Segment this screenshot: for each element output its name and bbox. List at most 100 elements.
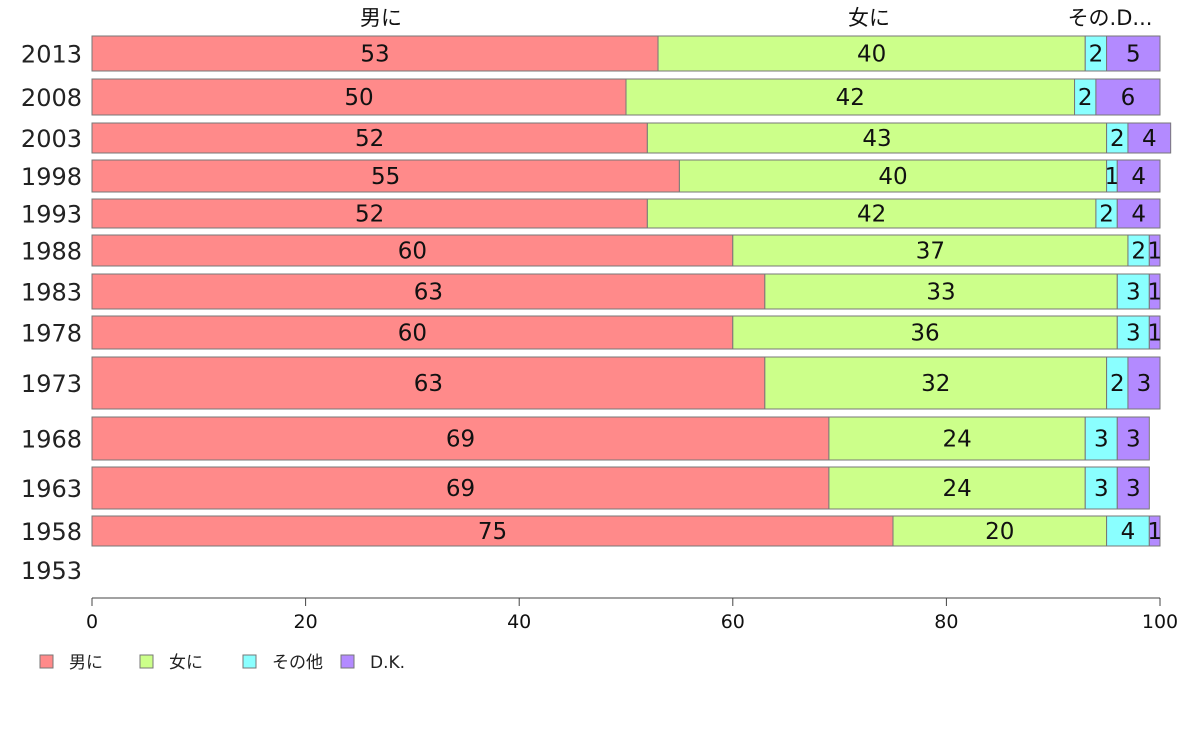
bar-segment: [91, 198, 648, 229]
bar-segment: [1116, 273, 1150, 310]
data-label: 52: [355, 202, 384, 228]
data-label: 63: [414, 371, 443, 397]
bar-segment: [1116, 466, 1150, 510]
bar-segment: [91, 273, 766, 310]
category-label: 1963: [21, 475, 82, 503]
data-label: 1: [1147, 280, 1162, 306]
data-label: 40: [878, 164, 907, 190]
category-label: 1958: [21, 518, 82, 546]
bar-segment: [91, 122, 648, 154]
bar-segment: [678, 159, 1108, 193]
bars: 53 40 2 550 42 2 652 43 2 455 40 1 452 42 2 460 37 2 163 33…: [91, 35, 1172, 547]
x-tick-label: 0: [86, 611, 98, 633]
category-label: 1998: [21, 163, 82, 191]
data-label: 1: [1105, 164, 1120, 190]
legend-swatch: [139, 654, 154, 669]
bar-segment: [1148, 273, 1161, 310]
data-label: 1: [1147, 321, 1162, 347]
data-label: 32: [921, 371, 950, 397]
bar-segment: [764, 356, 1108, 410]
bar-segment: [1148, 315, 1161, 350]
category-label: 1983: [21, 279, 82, 307]
category-label: 2003: [21, 125, 82, 153]
x-tick-label: 80: [934, 611, 958, 633]
data-label: 63: [414, 280, 443, 306]
bar-segment: [1116, 416, 1150, 461]
data-label: 50: [344, 85, 373, 111]
x-tick-label: 40: [507, 611, 531, 633]
bar-segment: [91, 234, 734, 267]
column-header: その.D...: [1068, 6, 1153, 30]
data-label: 60: [398, 321, 427, 347]
bar-segment: [657, 35, 1086, 72]
data-label: 75: [478, 519, 507, 545]
bar-segment: [91, 515, 894, 547]
legend-label: D.K.: [370, 653, 405, 673]
category-label: 1988: [21, 238, 82, 266]
data-label: 69: [446, 427, 475, 453]
bar-segment: [91, 78, 627, 116]
data-label: 3: [1094, 427, 1109, 453]
data-label: 36: [910, 321, 939, 347]
bar-segment: [646, 122, 1108, 154]
data-label: 52: [355, 126, 384, 152]
category-label: 1993: [21, 201, 82, 229]
bar-segment: [1148, 234, 1161, 267]
data-label: 2: [1078, 85, 1093, 111]
data-label: 3: [1126, 321, 1141, 347]
data-label: 2: [1099, 202, 1114, 228]
bar-segment: [1084, 416, 1118, 461]
data-label: 53: [360, 42, 389, 68]
column-header: 女に: [848, 6, 890, 30]
legend-label: 女に: [169, 653, 203, 673]
data-label: 4: [1131, 202, 1146, 228]
data-label: 69: [446, 476, 475, 502]
x-tick-label: 20: [294, 611, 318, 633]
legend-swatch: [39, 654, 54, 669]
bar-segment: [1116, 198, 1161, 229]
data-label: 4: [1131, 164, 1146, 190]
bar-segment: [1127, 122, 1172, 154]
data-label: 3: [1094, 476, 1109, 502]
bar-segment: [91, 416, 830, 461]
data-label: 24: [942, 427, 971, 453]
bar-segment: [828, 416, 1086, 461]
data-label: 40: [857, 42, 886, 68]
data-label: 37: [916, 239, 945, 265]
column-headers: 男に 女に その.D...: [360, 6, 1152, 30]
legend-swatch: [242, 654, 257, 669]
bar-segment: [1106, 35, 1161, 72]
bar-segment: [625, 78, 1076, 116]
category-label: 2008: [21, 84, 82, 112]
legend-label: その他: [272, 653, 323, 673]
data-label: 55: [371, 164, 400, 190]
bar-segment: [828, 466, 1086, 510]
data-label: 3: [1137, 371, 1152, 397]
data-label: 42: [857, 202, 886, 228]
data-label: 4: [1142, 126, 1157, 152]
bar-segment: [764, 273, 1118, 310]
legend-swatch: [340, 654, 355, 669]
category-label: 1978: [21, 320, 82, 348]
data-label: 3: [1126, 476, 1141, 502]
data-label: 6: [1121, 85, 1136, 111]
category-label: 1973: [21, 370, 82, 398]
bar-segment: [732, 234, 1129, 267]
legend-label: 男に: [69, 653, 103, 673]
bar-segment: [732, 315, 1118, 350]
x-tick-label: 100: [1142, 611, 1178, 633]
data-label: 3: [1126, 427, 1141, 453]
data-label: 2: [1110, 126, 1125, 152]
data-label: 1: [1147, 239, 1162, 265]
bar-segment: [91, 466, 830, 510]
category-label: 1953: [21, 557, 82, 585]
category-label: 1968: [21, 426, 82, 454]
data-label: 4: [1121, 519, 1136, 545]
data-label: 33: [926, 280, 955, 306]
category-label: 2013: [21, 41, 82, 69]
legend: 男に 女に その他 D.K.: [39, 653, 405, 673]
data-label: 20: [985, 519, 1014, 545]
bar-segment: [1116, 159, 1161, 193]
bar-segment: [1148, 515, 1161, 547]
